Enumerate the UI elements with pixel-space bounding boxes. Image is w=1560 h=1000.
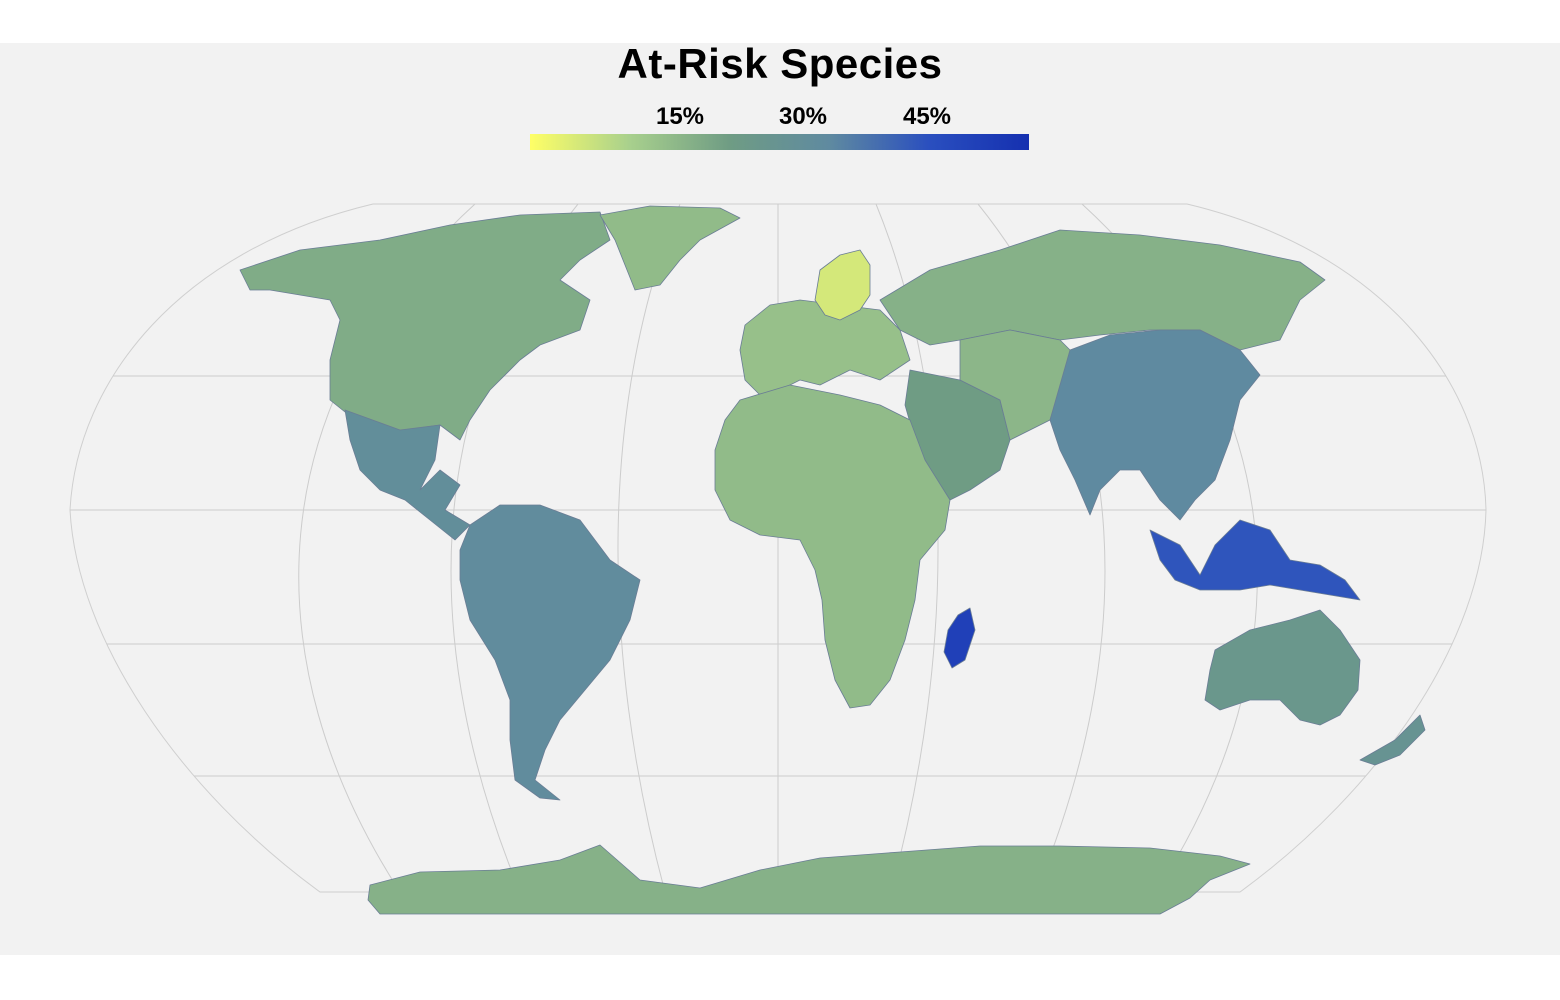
region-antarctica[interactable] [367,844,1251,915]
region-madagascar[interactable] [943,607,976,669]
legend-tick-45: 45% [902,103,952,130]
region-africa[interactable] [714,384,951,709]
color-scale-bar [530,134,1029,150]
region-mexico-central-america[interactable] [344,409,471,541]
region-fennoscandia[interactable] [814,249,871,321]
region-russia[interactable] [879,229,1326,351]
globe-outline [69,203,1487,893]
region-new-zealand[interactable] [1359,714,1426,766]
map-title: At-Risk Species [617,40,943,87]
region-south-america[interactable] [459,504,641,801]
region-south-east-asia[interactable] [1049,329,1261,521]
legend-tick-30: 30% [778,103,828,130]
region-australia[interactable] [1204,609,1361,726]
region-north-america[interactable] [239,211,611,441]
region-greenland[interactable] [599,205,741,291]
legend-tick-15: 15% [655,103,705,130]
region-maritime-se-asia[interactable] [1149,519,1361,601]
